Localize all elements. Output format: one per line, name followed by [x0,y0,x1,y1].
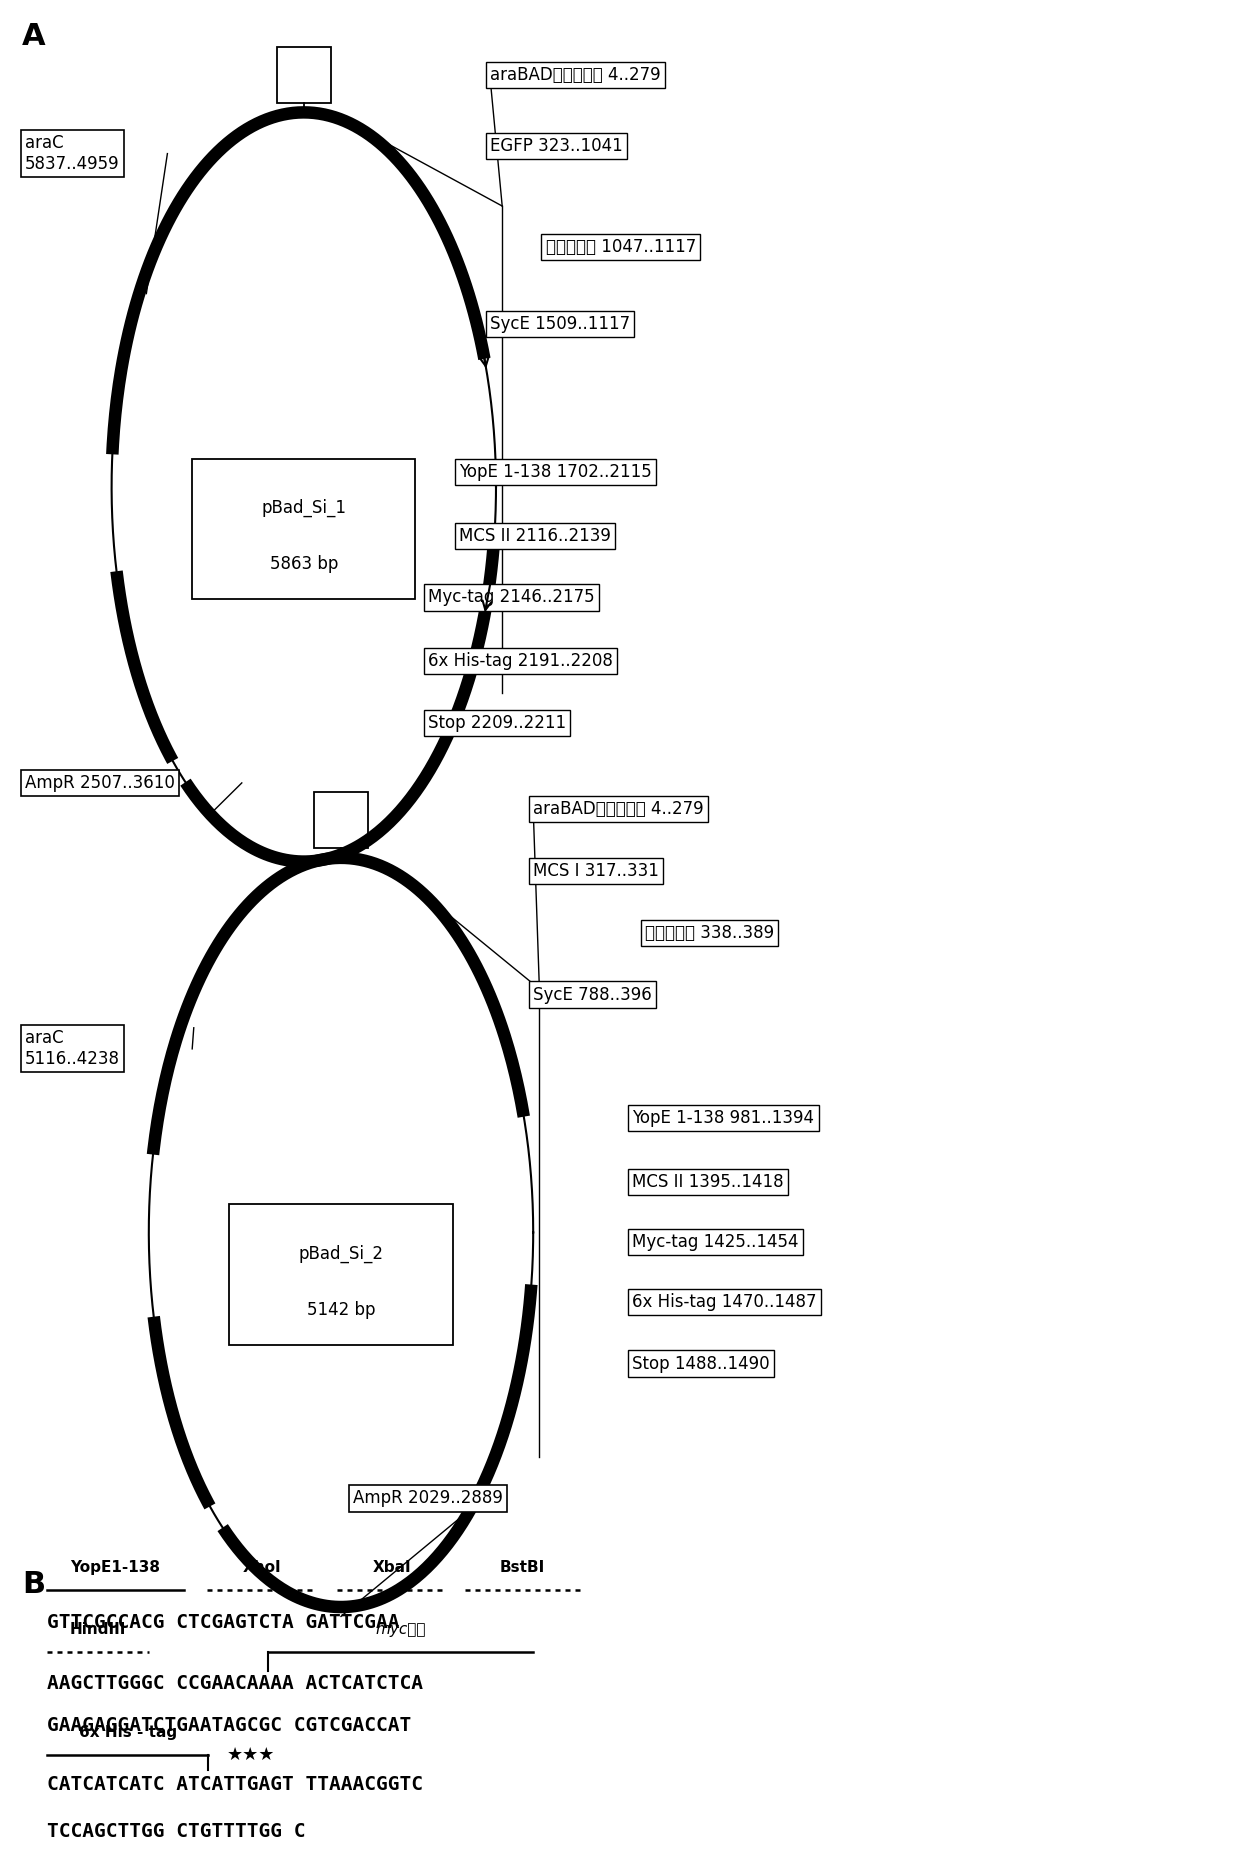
Text: YopE1-138: YopE1-138 [71,1560,160,1575]
Text: Myc-tag 1425..1454: Myc-tag 1425..1454 [632,1232,799,1251]
Text: CATCATCATC ATCATTGAGT TTAAACGGTC: CATCATCATC ATCATTGAGT TTAAACGGTC [47,1776,423,1794]
Text: araBAD启动子区域 4..279: araBAD启动子区域 4..279 [533,800,704,819]
Text: MCS II 1395..1418: MCS II 1395..1418 [632,1172,784,1191]
Text: EGFP 323..1041: EGFP 323..1041 [490,137,622,155]
Text: 5863 bp: 5863 bp [269,554,339,573]
Text: XhoI: XhoI [242,1560,281,1575]
Text: B: B [22,1570,46,1598]
Text: araC
5837..4959: araC 5837..4959 [25,135,119,172]
Bar [277,47,331,103]
Text: XbaI: XbaI [372,1560,412,1575]
Text: HindIII: HindIII [69,1622,126,1637]
Text: YopE 1-138 1702..2115: YopE 1-138 1702..2115 [459,463,651,481]
Text: GTTCGCCACG CTCGAGTCTA GATTCGAA: GTTCGCCACG CTCGAGTCTA GATTCGAA [47,1613,399,1631]
Text: YopE 1-138 981..1394: YopE 1-138 981..1394 [632,1109,815,1128]
Text: BstBI: BstBI [500,1560,546,1575]
Text: MCS II 2116..2139: MCS II 2116..2139 [459,526,610,545]
Text: 6x His-tag 2191..2208: 6x His-tag 2191..2208 [428,652,613,671]
Text: A: A [22,22,46,51]
Text: 6x His-tag 1470..1487: 6x His-tag 1470..1487 [632,1292,817,1311]
Text: SycE 1509..1117: SycE 1509..1117 [490,315,630,333]
Text: araBAD启动子区域 4..279: araBAD启动子区域 4..279 [490,66,661,84]
Text: Myc-tag 2146..2175: Myc-tag 2146..2175 [428,588,594,607]
Text: 转录终止子 338..389: 转录终止子 338..389 [645,923,774,942]
Text: SycE 788..396: SycE 788..396 [533,985,652,1004]
Bar [192,459,415,599]
Text: Stop 2209..2211: Stop 2209..2211 [428,714,565,732]
Text: GAAGAGGATCTGAATAGCGC CGTCGACCAT: GAAGAGGATCTGAATAGCGC CGTCGACCAT [47,1716,412,1734]
Text: 转录终止子 1047..1117: 转录终止子 1047..1117 [546,238,696,257]
Text: ★★★: ★★★ [227,1746,275,1764]
Text: 6x His - tag: 6x His - tag [78,1725,177,1740]
Text: 5142 bp: 5142 bp [306,1300,376,1319]
Text: pBad_Si_1: pBad_Si_1 [262,498,346,517]
Text: AmpR 2029..2889: AmpR 2029..2889 [353,1489,503,1508]
Text: TCCAGCTTGG CTGTTTTGG C: TCCAGCTTGG CTGTTTTGG C [47,1822,305,1841]
Bar [229,1204,453,1345]
Text: AAGCTTGGGC CCGAACAAAA ACTCATCTCA: AAGCTTGGGC CCGAACAAAA ACTCATCTCA [47,1674,423,1693]
Bar [314,792,368,848]
Text: araC
5116..4238: araC 5116..4238 [25,1030,120,1068]
Text: MCS I 317..331: MCS I 317..331 [533,862,660,880]
Text: myc表位: myc表位 [376,1622,425,1637]
Text: pBad_Si_2: pBad_Si_2 [299,1244,383,1262]
Text: Stop 1488..1490: Stop 1488..1490 [632,1354,770,1373]
Text: AmpR 2507..3610: AmpR 2507..3610 [25,774,175,792]
